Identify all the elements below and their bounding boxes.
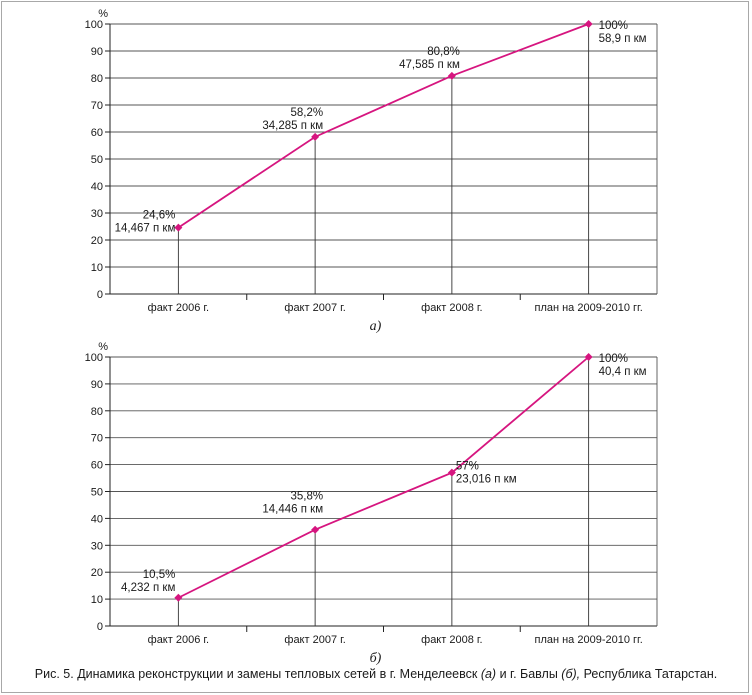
- chart-subtitle: а): [370, 319, 382, 334]
- data-label-length: 4,232 п км: [121, 582, 175, 594]
- figure-caption: Рис. 5. Динамика реконструкции и замены …: [0, 666, 752, 682]
- x-category-label: план на 2009-2010 гг.: [534, 302, 642, 314]
- y-tick-label-20: 20: [91, 567, 103, 579]
- data-point: [311, 525, 320, 534]
- data-label-percent: 57%: [456, 461, 479, 473]
- y-tick-label-10: 10: [91, 594, 103, 606]
- data-point: [311, 132, 320, 141]
- data-label: 24,6% 14,467 п км: [115, 210, 176, 235]
- data-label-length: 14,467 п км: [115, 223, 176, 235]
- y-tick-label-20: 20: [91, 235, 103, 247]
- caption-b: (б),: [561, 667, 581, 681]
- caption-a: (а): [480, 667, 497, 681]
- y-tick-label-60: 60: [91, 460, 103, 472]
- y-tick-label-50: 50: [91, 487, 103, 499]
- data-label: 100% 58,9 п км: [599, 20, 647, 45]
- data-label-percent: 80,8%: [427, 46, 460, 58]
- chart-subtitle: б): [370, 651, 382, 666]
- data-label: 57% 23,016 п км: [456, 461, 517, 486]
- y-tick-label-50: 50: [91, 154, 103, 166]
- x-category-label: факт 2007 г.: [284, 302, 345, 314]
- caption-middle: и г. Бавлы: [499, 667, 558, 681]
- x-category-label: факт 2007 г.: [284, 634, 345, 646]
- y-tick-label-0: 0: [97, 621, 103, 633]
- data-label-length: 23,016 п км: [456, 474, 517, 486]
- y-tick-label-30: 30: [91, 208, 103, 220]
- data-label: 58,2% 34,285 п км: [262, 107, 323, 132]
- data-label-length: 40,4 п км: [599, 366, 647, 378]
- data-label: 10,5% 4,232 п км: [121, 569, 175, 594]
- chart-a: 0 10 20 30 40 50 60 70 80 90 100% факт 2006 г. факт …: [85, 8, 658, 334]
- y-tick-label-100: 100: [85, 19, 103, 31]
- x-category-label: факт 2008 г.: [421, 302, 482, 314]
- y-tick-label-70: 70: [91, 100, 103, 112]
- caption-prefix: Рис. 5. Динамика реконструкции и замены …: [34, 667, 478, 681]
- data-label-percent: 100%: [599, 20, 628, 32]
- data-label-percent: 24,6%: [143, 210, 176, 222]
- data-label-percent: 58,2%: [291, 107, 324, 119]
- y-tick-label-70: 70: [91, 433, 103, 445]
- data-point: [447, 71, 456, 80]
- data-label: 100% 40,4 п км: [599, 353, 647, 378]
- y-tick-label-0: 0: [97, 289, 103, 301]
- data-label-percent: 10,5%: [143, 569, 176, 581]
- y-tick-label-40: 40: [91, 513, 103, 525]
- data-point: [584, 20, 593, 28]
- data-label: 35,8% 14,446 п км: [262, 491, 323, 516]
- data-label-percent: 35,8%: [291, 491, 324, 503]
- data-point: [174, 593, 183, 602]
- data-point: [174, 223, 183, 232]
- data-label-length: 58,9 п км: [599, 33, 647, 45]
- caption-suffix: Республика Татарстан.: [583, 667, 718, 681]
- data-label-length: 34,285 п км: [262, 120, 323, 132]
- data-point: [584, 353, 593, 361]
- y-tick-label-100: 100: [85, 352, 103, 364]
- y-axis-unit: %: [98, 341, 108, 353]
- data-label-percent: 100%: [599, 353, 628, 365]
- y-tick-label-60: 60: [91, 127, 103, 139]
- y-tick-label-40: 40: [91, 181, 103, 193]
- data-point: [447, 468, 456, 477]
- series-line: [177, 23, 589, 229]
- y-tick-label-80: 80: [91, 73, 103, 85]
- y-axis-unit: %: [98, 8, 108, 20]
- y-tick-label-10: 10: [91, 262, 103, 274]
- y-tick-label-90: 90: [91, 46, 103, 58]
- y-tick-label-30: 30: [91, 540, 103, 552]
- x-category-label: факт 2008 г.: [421, 634, 482, 646]
- data-label-length: 47,585 п км: [399, 59, 460, 71]
- x-category-label: план на 2009-2010 гг.: [534, 634, 642, 646]
- chart-b: 0 10 20 30 40 50 60 70 80 90 100% факт 2006 г. факт …: [85, 341, 658, 666]
- x-category-label: факт 2006 г.: [148, 634, 209, 646]
- x-category-label: факт 2006 г.: [148, 302, 209, 314]
- y-tick-label-90: 90: [91, 379, 103, 391]
- y-tick-label-80: 80: [91, 406, 103, 418]
- series-line: [177, 356, 590, 599]
- data-label-length: 14,446 п км: [262, 504, 323, 516]
- data-label: 80,8% 47,585 п км: [399, 46, 460, 71]
